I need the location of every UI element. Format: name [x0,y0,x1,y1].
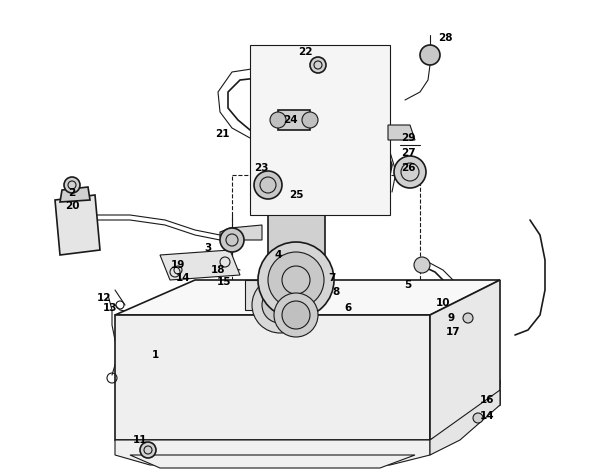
Text: 24: 24 [283,115,297,125]
Circle shape [252,277,308,333]
Circle shape [262,287,298,323]
Polygon shape [220,228,230,240]
Polygon shape [430,390,500,455]
Circle shape [473,413,483,423]
Polygon shape [60,187,90,202]
Text: 12: 12 [97,293,111,303]
Circle shape [268,252,324,308]
Text: 16: 16 [480,395,494,405]
Circle shape [463,313,473,323]
Polygon shape [115,440,430,465]
Circle shape [254,171,282,199]
Text: 28: 28 [438,33,452,43]
Text: 19: 19 [171,260,185,270]
Polygon shape [258,185,335,195]
Text: 5: 5 [405,280,412,290]
Text: 18: 18 [211,265,225,275]
Circle shape [414,257,430,273]
Text: 21: 21 [215,129,230,139]
Text: 6: 6 [345,303,352,313]
Polygon shape [278,110,310,130]
Text: 17: 17 [446,327,460,337]
Circle shape [220,228,244,252]
Polygon shape [115,280,500,315]
Text: 23: 23 [254,163,268,173]
Text: 13: 13 [103,303,118,313]
Text: 4: 4 [274,250,282,260]
Circle shape [420,45,440,65]
Circle shape [310,57,326,73]
Polygon shape [250,45,390,215]
Polygon shape [245,280,315,310]
Text: 20: 20 [65,201,79,211]
Text: 2: 2 [69,188,76,198]
Bar [232,175,420,340]
Circle shape [302,112,318,128]
Text: 11: 11 [133,435,147,445]
Circle shape [274,293,318,337]
Text: 14: 14 [480,411,494,421]
Text: 26: 26 [401,163,416,173]
Polygon shape [55,195,100,255]
Text: 25: 25 [289,190,304,200]
Polygon shape [230,225,262,240]
Circle shape [140,442,156,458]
Text: 3: 3 [204,243,212,253]
Text: 1: 1 [151,350,159,360]
Text: 14: 14 [176,273,190,283]
Polygon shape [268,190,325,270]
Circle shape [270,112,286,128]
Text: 8: 8 [332,287,340,297]
Text: 10: 10 [436,298,450,308]
Text: 29: 29 [401,133,415,143]
Circle shape [64,177,80,193]
Circle shape [282,301,310,329]
Circle shape [394,156,426,188]
Text: 9: 9 [447,313,455,323]
Polygon shape [160,250,240,280]
Text: 7: 7 [328,273,336,283]
Text: 27: 27 [401,148,416,158]
Polygon shape [430,280,500,440]
Text: 22: 22 [298,47,312,57]
Circle shape [258,242,334,318]
Polygon shape [130,455,415,468]
Polygon shape [388,125,415,140]
Text: 15: 15 [217,277,231,287]
Polygon shape [115,315,430,440]
